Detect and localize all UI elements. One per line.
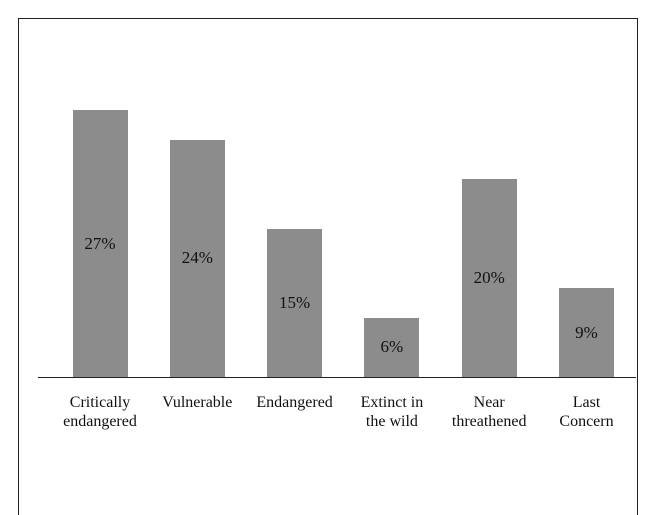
frame — [18, 18, 638, 515]
data-label: 20% — [473, 268, 505, 288]
x-tick-label: Near threathened — [451, 394, 527, 430]
x-axis-line — [38, 377, 636, 378]
bar — [559, 288, 614, 377]
bar — [364, 317, 420, 377]
bar — [267, 228, 323, 377]
bar — [169, 139, 225, 377]
data-label: 6% — [380, 337, 404, 357]
x-tick-label: Extinct in the wild — [360, 394, 424, 430]
data-label: 9% — [575, 322, 598, 342]
bar — [72, 110, 128, 377]
x-tick-label: Endangered — [256, 394, 333, 411]
data-label: 24% — [181, 248, 213, 268]
x-tick-label: Critically endangered — [63, 394, 137, 430]
x-tick-label: Last Concern — [559, 394, 614, 430]
bar — [461, 179, 517, 377]
data-label: 15% — [279, 292, 311, 312]
data-label: 27% — [84, 233, 116, 253]
x-tick-label: Vulnerable — [162, 394, 233, 411]
